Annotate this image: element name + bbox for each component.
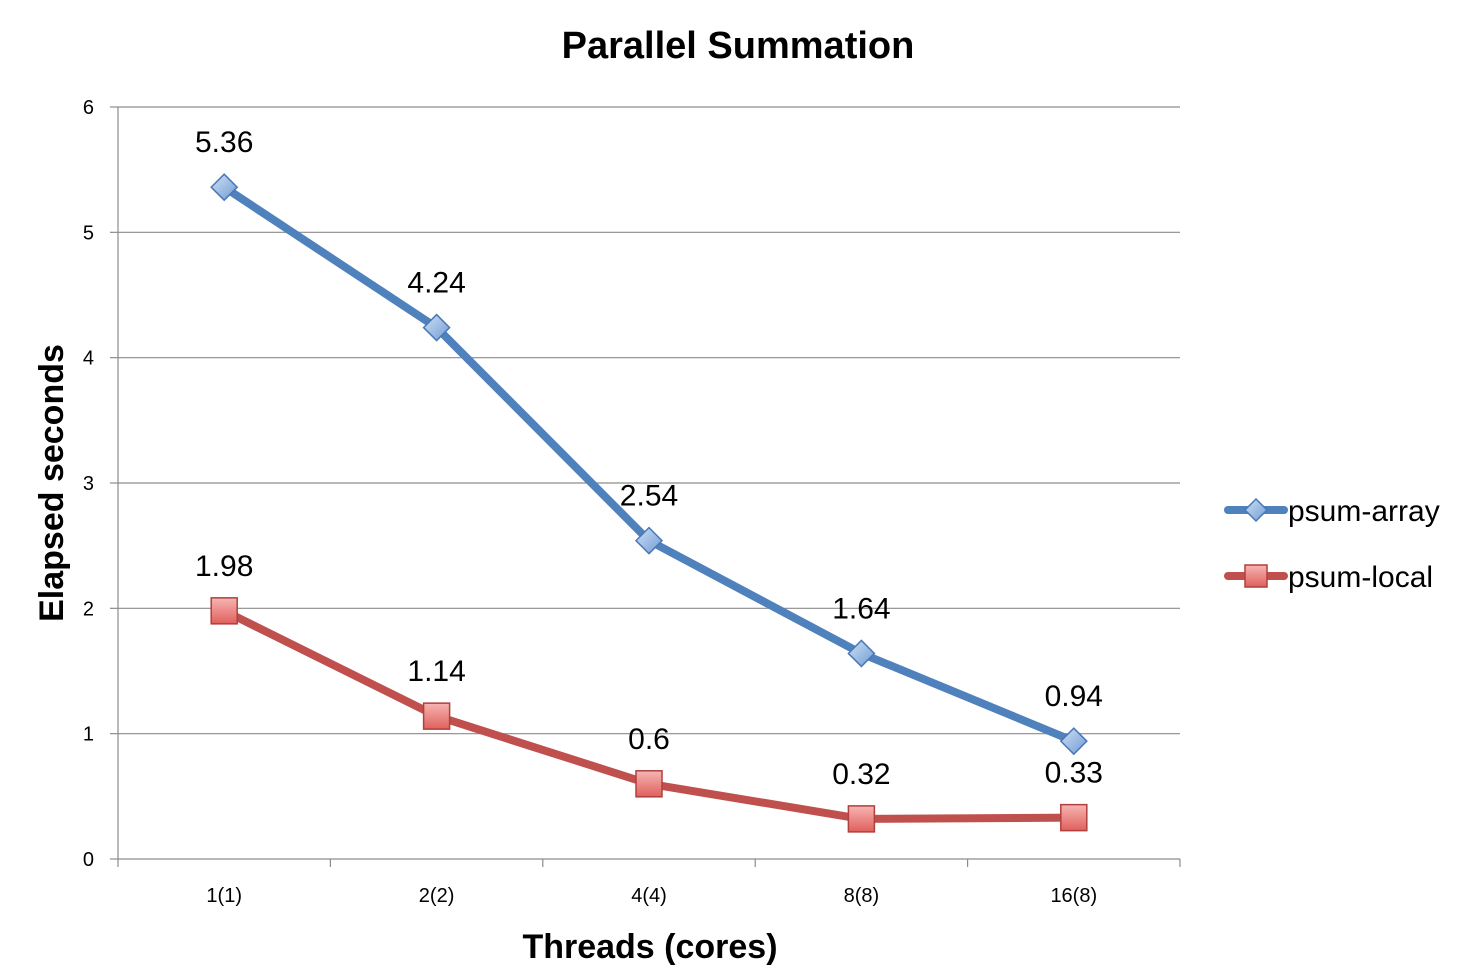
y-axis-title: Elapsed seconds	[33, 344, 71, 622]
data-label: 1.14	[407, 655, 465, 688]
x-tick-label: 16(8)	[1050, 885, 1097, 907]
data-label: 1.98	[195, 550, 253, 583]
series-psum-array	[210, 173, 1088, 756]
y-tick-label: 1	[83, 724, 94, 746]
data-point	[634, 526, 664, 555]
x-tick-label: 8(8)	[844, 885, 880, 907]
x-tick-label: 4(4)	[631, 885, 667, 907]
data-point	[210, 173, 239, 202]
y-tick-label: 5	[83, 222, 94, 244]
data-labels: 5.36 4.24 2.54 1.64 0.94 1.98 1.14 0.6 0.32 0.33	[195, 126, 1103, 791]
legend-marker	[1243, 497, 1269, 523]
data-point	[1060, 803, 1088, 832]
legend-marker	[1244, 564, 1268, 588]
data-point	[847, 805, 876, 833]
x-tick-label: 1(1)	[206, 885, 242, 907]
data-label: 2.54	[620, 480, 678, 513]
y-tick-label: 4	[83, 348, 94, 370]
data-label: 0.33	[1045, 757, 1103, 790]
data-label: 0.94	[1045, 680, 1103, 713]
x-tick-label: 2(2)	[419, 885, 455, 907]
data-point	[847, 639, 876, 668]
data-label: 0.6	[628, 723, 670, 756]
y-tick-label: 3	[83, 473, 94, 495]
y-tick-label: 2	[83, 598, 94, 620]
data-point	[210, 597, 238, 625]
y-tick-labels: 0 1 2 3 4 5 6	[83, 97, 94, 871]
legend-item-psum-array: psum-array	[1224, 495, 1440, 528]
data-point	[1059, 727, 1088, 756]
data-label: 5.36	[195, 126, 253, 159]
y-tick-label: 0	[83, 849, 94, 871]
data-point	[422, 313, 451, 342]
data-point	[422, 702, 451, 730]
y-tick-label: 6	[83, 97, 94, 119]
data-label: 1.64	[832, 592, 890, 625]
legend-item-psum-local: psum-local	[1224, 561, 1433, 594]
data-label: 4.24	[407, 267, 465, 300]
legend-label: psum-array	[1288, 495, 1440, 528]
data-point	[635, 770, 663, 798]
series-psum-local	[210, 597, 1088, 833]
legend: psum-array psum-local	[1224, 495, 1440, 594]
data-label: 0.32	[832, 758, 890, 791]
legend-label: psum-local	[1288, 561, 1433, 594]
series-layer	[210, 173, 1088, 833]
x-tick-labels: 1(1) 2(2) 4(4) 8(8) 16(8)	[206, 885, 1097, 907]
series-line	[220, 183, 1078, 746]
x-axis-title: Threads (cores)	[522, 928, 777, 966]
chart-title: Parallel Summation	[562, 25, 915, 67]
axes	[110, 106, 1181, 867]
